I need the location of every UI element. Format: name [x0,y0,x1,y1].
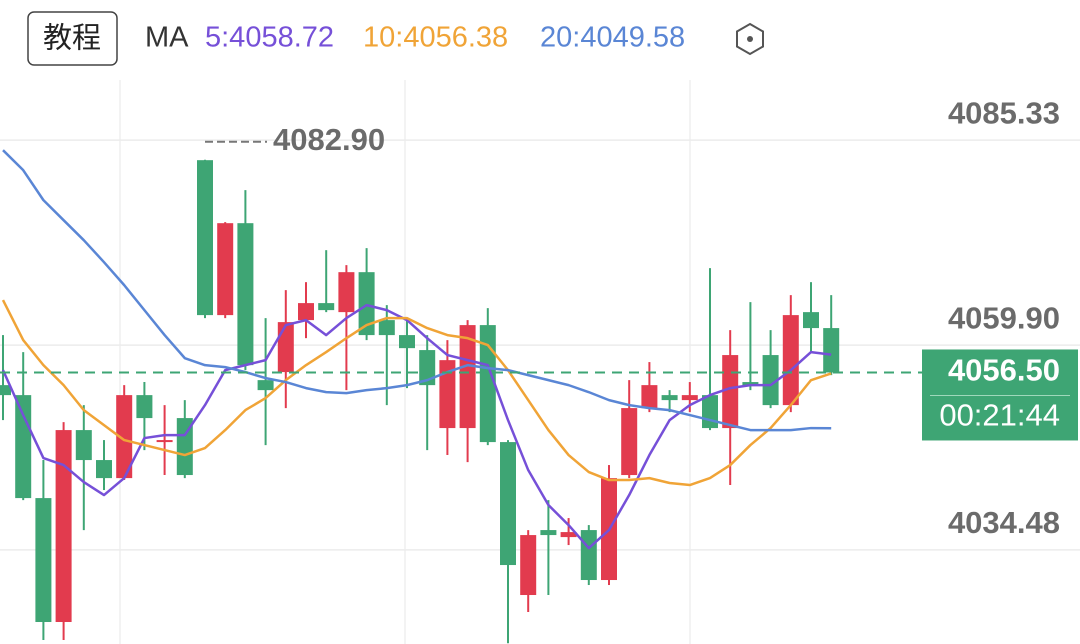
header: 教程 MA [27,11,764,66]
candle-body [55,430,72,623]
candle-body [176,418,193,476]
candle-body [116,395,133,479]
indicator-label: MA [145,22,189,54]
candle-body [156,440,173,443]
candle-body [35,498,52,623]
candle-body [298,303,314,321]
candle-body [419,350,436,386]
candle-body [560,532,577,538]
candle-body [338,272,355,313]
candle-body [782,315,799,406]
max-marker-label: 4082.90 [273,122,385,157]
candle-body [399,335,415,349]
candle-body [75,430,92,461]
ma-line [1,299,832,487]
settings-dot[interactable] [747,36,753,42]
candle-body [702,395,718,429]
candle-body [217,223,234,316]
tutorial-button[interactable] [27,11,118,66]
tutorial-label[interactable]: 教程 [43,22,101,55]
y-tick-label: 4059.90 [948,300,1060,335]
candle-body [621,408,638,476]
candle-body [358,272,375,336]
y-tick-label: 4085.33 [948,95,1060,130]
candle-body [0,385,11,396]
candle-body [580,530,597,581]
settings-icon[interactable] [736,22,764,56]
candle-body [439,360,456,429]
legend-entry: 10:4056.38 [363,22,508,54]
candle-body [520,535,537,596]
y-tick-label: 4034.48 [948,505,1060,540]
candle-body [681,395,698,401]
candle-body [237,223,254,366]
candle-body [762,355,779,406]
candle-body [15,395,32,499]
candle-body [459,325,476,429]
candle-body [96,460,112,479]
candle-body [661,395,678,401]
candle-body [823,328,840,373]
candle-body [197,160,213,316]
candle-body [378,320,395,336]
candle-body [277,322,294,373]
candle-body [257,380,274,391]
candle-body [479,325,496,443]
countdown-label: 00:21:44 [939,398,1060,433]
candle-body [540,530,557,536]
candle-body [742,382,759,386]
last-price-label: 4056.50 [948,353,1060,388]
candle-body [641,385,658,409]
candle-body [500,442,516,566]
candle-body [722,355,739,429]
ma-line [2,149,832,432]
candle-body [318,303,335,311]
candle-body [803,312,819,329]
candle-body [136,395,153,419]
settings-hexagon[interactable] [736,22,764,56]
legend-entry: 5:4058.72 [205,22,334,54]
legend-entry: 20:4049.58 [540,22,685,54]
